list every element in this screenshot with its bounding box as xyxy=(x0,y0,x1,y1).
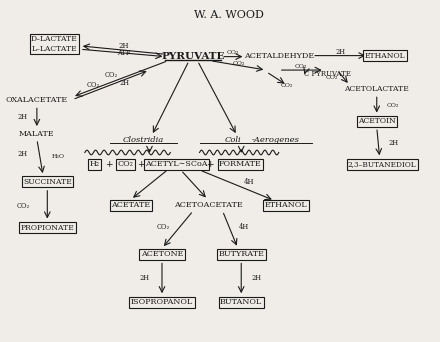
Text: ACETOIN: ACETOIN xyxy=(358,117,396,125)
Text: CO₂: CO₂ xyxy=(233,61,245,66)
Text: C PYRUVATE: C PYRUVATE xyxy=(304,70,351,78)
Text: OXALACETATE: OXALACETATE xyxy=(6,96,68,104)
Text: FORMATE: FORMATE xyxy=(219,160,262,168)
Text: W. A. WOOD: W. A. WOOD xyxy=(194,10,264,19)
Text: 2H: 2H xyxy=(18,150,28,158)
Text: ACETOLACTATE: ACETOLACTATE xyxy=(345,84,409,93)
Text: 2H: 2H xyxy=(335,48,345,55)
Text: ETHANOL: ETHANOL xyxy=(265,201,308,209)
Text: CO₂: CO₂ xyxy=(227,50,239,55)
Text: CO₂: CO₂ xyxy=(117,160,133,168)
Text: BUTANOL: BUTANOL xyxy=(220,298,262,306)
Text: CO₂: CO₂ xyxy=(86,81,99,89)
Text: PYRUVATE: PYRUVATE xyxy=(161,52,225,61)
Text: Coli: Coli xyxy=(224,136,241,144)
Text: ACETYL∼SCoA: ACETYL∼SCoA xyxy=(145,160,208,168)
Text: ACETALDEHYDE: ACETALDEHYDE xyxy=(244,52,314,60)
Text: 2H: 2H xyxy=(119,79,129,87)
Text: CO₂: CO₂ xyxy=(16,202,29,210)
Text: 2H: 2H xyxy=(18,113,28,121)
Text: 4H: 4H xyxy=(239,223,249,231)
Text: H₂: H₂ xyxy=(89,160,99,168)
Text: CO₂: CO₂ xyxy=(105,71,117,79)
Text: +: + xyxy=(206,160,214,169)
Text: CO₂: CO₂ xyxy=(386,103,399,108)
Text: -Aerogenes: -Aerogenes xyxy=(252,136,300,144)
Text: ACETONE: ACETONE xyxy=(141,250,183,259)
Text: 2H: 2H xyxy=(388,140,398,147)
Text: MALATE: MALATE xyxy=(19,130,55,138)
Text: ACETATE: ACETATE xyxy=(111,201,150,209)
Text: ACETOACETATE: ACETOACETATE xyxy=(174,201,243,209)
Text: CO₂: CO₂ xyxy=(326,75,338,80)
Text: 4H: 4H xyxy=(243,178,254,186)
Text: ETHANOL: ETHANOL xyxy=(365,52,405,60)
Text: H₂O: H₂O xyxy=(51,154,65,159)
Text: Clostridia: Clostridia xyxy=(123,136,164,144)
Text: ISOPROPANOL: ISOPROPANOL xyxy=(131,298,193,306)
Text: SUCCINATE: SUCCINATE xyxy=(23,178,72,186)
Text: ATP: ATP xyxy=(117,49,130,57)
Text: BUTYRATE: BUTYRATE xyxy=(218,250,264,259)
Text: D–LACTATE
L–LACTATE: D–LACTATE L–LACTATE xyxy=(31,35,78,53)
Text: CO₂: CO₂ xyxy=(281,83,293,88)
Text: CO₂: CO₂ xyxy=(294,64,307,68)
Text: PROPIONATE: PROPIONATE xyxy=(20,224,74,232)
Text: +: + xyxy=(105,160,113,169)
Text: 2H: 2H xyxy=(139,274,150,282)
Text: CO₂: CO₂ xyxy=(156,223,169,231)
Text: 2H: 2H xyxy=(118,42,129,50)
Text: 2H: 2H xyxy=(252,274,262,282)
Text: 2,3–BUTANEDIOL: 2,3–BUTANEDIOL xyxy=(348,160,417,168)
Text: +: + xyxy=(137,160,145,169)
